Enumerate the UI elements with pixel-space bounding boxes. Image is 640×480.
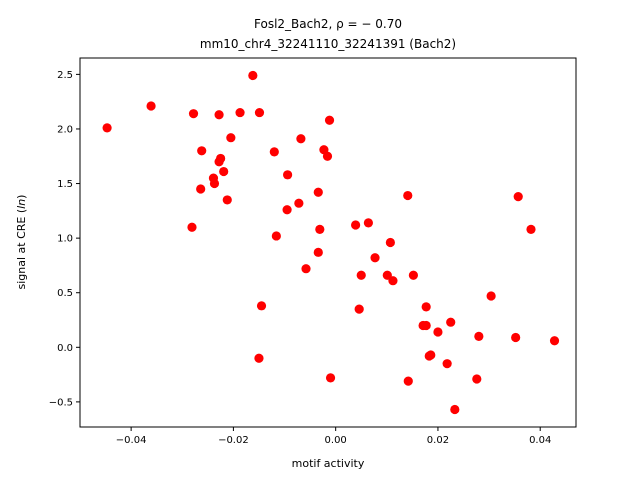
data-point <box>301 264 311 274</box>
data-point <box>513 192 523 202</box>
data-point <box>450 404 460 415</box>
data-point <box>356 270 366 280</box>
data-point <box>296 134 306 144</box>
data-point <box>403 190 413 201</box>
data-point <box>388 276 398 286</box>
data-point <box>197 146 207 156</box>
data-point <box>549 336 560 346</box>
chart-title-stat: ρ = − 0.70 <box>336 17 402 31</box>
data-point <box>426 350 436 360</box>
chart-title-line2: mm10_chr4_32241110_32241391 (Bach2) <box>200 37 456 51</box>
data-point <box>209 178 220 189</box>
data-point <box>313 247 323 257</box>
y-axis-label: signal at CRE (ln) <box>15 195 28 290</box>
x-tick-label: −0.02 <box>218 435 249 446</box>
data-point <box>294 198 304 208</box>
y-tick-label: −0.5 <box>49 397 73 408</box>
data-point <box>254 353 264 363</box>
x-tick-label: 0.04 <box>529 435 551 446</box>
data-point <box>363 218 373 228</box>
data-point <box>283 170 293 180</box>
x-axis-label: motif activity <box>292 457 365 470</box>
y-tick-label: 1.0 <box>57 234 73 245</box>
y-tick-label: 2.0 <box>57 124 73 135</box>
data-point <box>354 304 364 314</box>
data-point <box>370 253 380 263</box>
data-point <box>511 332 521 343</box>
data-point <box>214 110 224 120</box>
data-point <box>187 222 197 232</box>
data-point <box>216 153 226 164</box>
data-point <box>385 237 395 248</box>
data-point <box>408 270 418 280</box>
data-point <box>196 184 206 194</box>
data-point <box>271 231 281 241</box>
data-point <box>474 331 484 341</box>
x-tick-label: −0.04 <box>116 435 147 446</box>
data-point <box>222 195 232 205</box>
data-point <box>421 302 431 312</box>
data-point <box>472 374 482 384</box>
data-point <box>226 133 236 143</box>
data-point <box>282 205 292 215</box>
data-point <box>446 317 456 327</box>
data-point <box>325 373 336 383</box>
data-points <box>102 70 560 415</box>
x-axis-ticks: −0.04 −0.02 0.00 0.02 0.04 <box>116 427 551 446</box>
y-tick-label: 0.0 <box>57 343 73 354</box>
chart-title-line1: Fosl2_Bach2, ρ = − 0.70 <box>254 17 402 31</box>
data-point <box>324 115 335 125</box>
data-point <box>526 224 536 234</box>
data-point <box>146 101 156 111</box>
data-point <box>486 291 496 301</box>
data-point <box>313 187 323 197</box>
data-point <box>351 220 361 230</box>
data-point <box>322 151 333 161</box>
x-tick-label: 0.00 <box>325 435 347 446</box>
data-point <box>248 70 258 81</box>
chart-title-prefix: Fosl2_Bach2, <box>254 17 336 31</box>
data-point <box>219 166 229 177</box>
data-point <box>315 224 325 234</box>
data-point <box>433 327 443 337</box>
data-point <box>269 147 279 157</box>
y-tick-label: 0.5 <box>57 288 73 299</box>
data-point <box>256 301 267 311</box>
data-point <box>235 107 245 118</box>
y-tick-label: 2.5 <box>57 70 73 81</box>
data-point <box>421 320 431 331</box>
y-axis-label-suffix: ) <box>15 195 28 199</box>
plot-frame <box>79 57 577 428</box>
data-point <box>442 359 452 369</box>
y-tick-label: 1.5 <box>57 179 73 190</box>
x-tick-label: 0.02 <box>427 435 449 446</box>
data-point <box>188 109 199 119</box>
data-point <box>403 376 413 386</box>
y-axis-ticks: −0.5 0.0 0.5 1.0 1.5 2.0 2.5 <box>49 70 80 408</box>
y-axis-label-prefix: signal at CRE ( <box>15 209 28 290</box>
data-point <box>102 123 112 133</box>
data-point <box>254 107 265 118</box>
y-axis-label-italic: ln <box>15 199 28 209</box>
